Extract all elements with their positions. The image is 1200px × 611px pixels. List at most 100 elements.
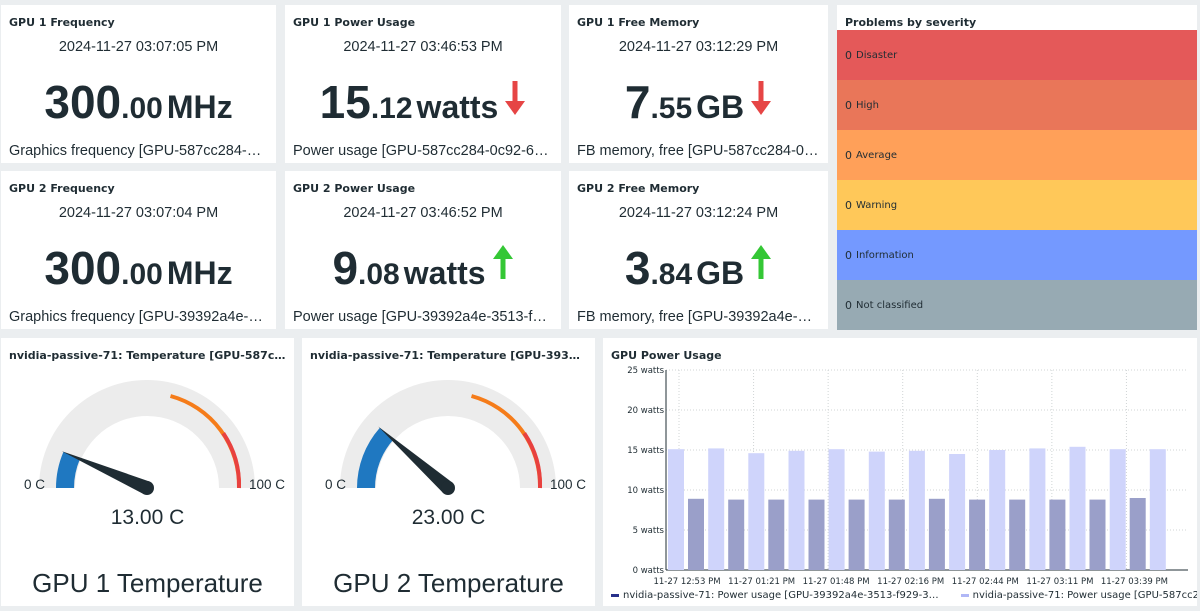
- gauge-hub: [441, 481, 455, 495]
- gauge-needle: [378, 426, 453, 494]
- arrow-down-icon: [750, 77, 772, 122]
- widget-title: GPU 1 Power Usage: [293, 16, 416, 29]
- item-value: 3.84 GB: [569, 241, 828, 295]
- bar-series-1: [808, 499, 825, 570]
- card-gpu1-free-memory: GPU 1 Free Memory 2024-11-27 03:12:29 PM…: [569, 5, 828, 163]
- severity-count: 0: [845, 198, 852, 212]
- severity-disaster[interactable]: 0 Disaster: [837, 30, 1197, 80]
- item-value: 7.55 GB: [569, 75, 828, 129]
- severity-label: Average: [856, 149, 898, 161]
- legend-label: nvidia-passive-71: Power usage [GPU-587c…: [972, 590, 1197, 601]
- legend-swatch: [960, 594, 969, 597]
- value-integer: 15: [319, 76, 371, 128]
- y-tick-label: 20 watts: [627, 406, 664, 416]
- gauge-track: [39, 380, 255, 489]
- x-tick-label: 11-27 01:48 PM: [803, 577, 870, 587]
- item-description: Power usage [GPU-587cc284-0c92-6a7a-2f…: [293, 143, 553, 159]
- bar-series-2: [828, 449, 845, 570]
- value-integer: 300: [44, 76, 122, 128]
- timestamp: 2024-11-27 03:12:24 PM: [618, 205, 779, 221]
- value-unit: watts: [416, 89, 499, 125]
- item-value: 15.12 watts: [285, 75, 561, 129]
- severity-average[interactable]: 0 Average: [837, 130, 1197, 180]
- value-unit: watts: [403, 255, 486, 291]
- item-description: Graphics frequency [GPU-39392a4e-3513-f9…: [9, 309, 268, 325]
- value-unit: GB: [696, 89, 745, 125]
- value-unit: GB: [696, 255, 745, 291]
- gauge-value: 13.00 C: [110, 506, 185, 529]
- gauge-widget-gpu1: nvidia-passive-71: Temperature [GPU-587c…: [1, 338, 294, 606]
- severity-high[interactable]: 0 High: [837, 80, 1197, 130]
- bar-series-2: [788, 450, 805, 570]
- x-tick-label: 11-27 01:21 PM: [728, 577, 795, 587]
- bar-series-1: [848, 499, 865, 570]
- y-tick-label: 0 watts: [633, 566, 665, 576]
- severity-warning[interactable]: 0 Warning: [837, 180, 1197, 230]
- bar-series-1: [969, 499, 986, 570]
- widget-title: GPU 1 Free Memory: [577, 16, 700, 29]
- gauge-graphic: [39, 380, 255, 495]
- arrow-up-icon: [492, 243, 514, 288]
- bar-series-1: [1089, 499, 1106, 570]
- chart-legend: nvidia-passive-71: Power usage [GPU-3939…: [611, 590, 1197, 601]
- severity-label: Not classified: [856, 299, 924, 311]
- severity-label: Disaster: [856, 49, 898, 61]
- legend-item[interactable]: nvidia-passive-71: Power usage [GPU-587c…: [960, 590, 1197, 601]
- severity-count: 0: [845, 98, 852, 112]
- bar-series-1: [928, 498, 945, 570]
- value-integer: 9: [332, 242, 359, 294]
- severity-count: 0: [845, 148, 852, 162]
- widget-title: Problems by severity: [845, 16, 977, 29]
- severity-not-classified[interactable]: 0 Not classified: [837, 280, 1197, 330]
- legend-swatch: [611, 594, 619, 597]
- gauge-needle: [61, 451, 150, 495]
- bar-series-1: [888, 499, 905, 570]
- x-tick-label: 11-27 03:11 PM: [1026, 577, 1093, 587]
- item-value: 9.08 watts: [285, 241, 561, 295]
- value-decimal: .84: [650, 258, 693, 291]
- legend-label: nvidia-passive-71: Power usage [GPU-3939…: [623, 590, 939, 601]
- arrow-up-icon: [750, 243, 772, 288]
- bar-series-2: [1149, 449, 1166, 570]
- gauge-value-arc: [357, 427, 394, 489]
- arrow-down-icon: [504, 77, 526, 122]
- power-usage-chart[interactable]: 0 watts 5 watts 10 watts 15 watts 20 watts 25…: [603, 338, 1197, 606]
- card-gpu2-power-usage: GPU 2 Power Usage 2024-11-27 03:46:52 PM…: [285, 171, 561, 329]
- gauge-threshold-critical: [221, 432, 242, 489]
- y-tick-label: 15 watts: [627, 446, 664, 456]
- gauge-hub: [140, 481, 154, 495]
- value-integer: 3: [624, 242, 651, 294]
- gauge-graphic: [340, 380, 556, 495]
- value-decimal: .00: [121, 92, 163, 125]
- bar-series-2: [868, 451, 885, 570]
- x-tick-label: 11-27 03:39 PM: [1101, 577, 1168, 587]
- gauge-value: 23.00 C: [411, 506, 486, 529]
- card-gpu2-frequency: GPU 2 Frequency 2024-11-27 03:07:04 PM 3…: [1, 171, 276, 329]
- bar-series-2: [989, 450, 1006, 570]
- severity-label: Information: [856, 249, 914, 261]
- bar-series-2: [668, 449, 684, 570]
- gauge-max-label: 100 C: [550, 477, 587, 492]
- x-tick-label: 11-27 02:44 PM: [952, 577, 1019, 587]
- legend-item[interactable]: nvidia-passive-71: Power usage [GPU-3939…: [611, 590, 939, 601]
- severity-information[interactable]: 0 Information: [837, 230, 1197, 280]
- graph-widget-gpu-power-usage: GPU Power Usage 0 watts 5 watts 10 watts 15…: [603, 338, 1197, 606]
- value-integer: 7: [624, 76, 651, 128]
- timestamp: 2024-11-27 03:07:05 PM: [58, 39, 219, 55]
- x-tick-label: 11-27 02:16 PM: [877, 577, 944, 587]
- bar-series-2: [908, 450, 925, 570]
- value-unit: MHz: [166, 255, 233, 291]
- gauge-min-label: 0 C: [24, 477, 46, 492]
- widget-title: GPU 2 Free Memory: [577, 182, 700, 195]
- bar-series-2: [1069, 446, 1086, 570]
- bar-series-2: [708, 448, 725, 570]
- severity-label: Warning: [856, 199, 898, 211]
- item-description: FB memory, free [GPU-39392a4e-3513-f929…: [577, 309, 820, 325]
- bar-series-1: [728, 499, 745, 570]
- widget-title: GPU 2 Power Usage: [293, 182, 416, 195]
- timestamp: 2024-11-27 03:46:52 PM: [343, 205, 503, 221]
- bar-series-2: [1029, 448, 1046, 570]
- x-tick-label: 11-27 12:53 PM: [653, 577, 720, 587]
- gauge-value-arc: [55, 451, 81, 489]
- bar-series-2: [949, 454, 966, 570]
